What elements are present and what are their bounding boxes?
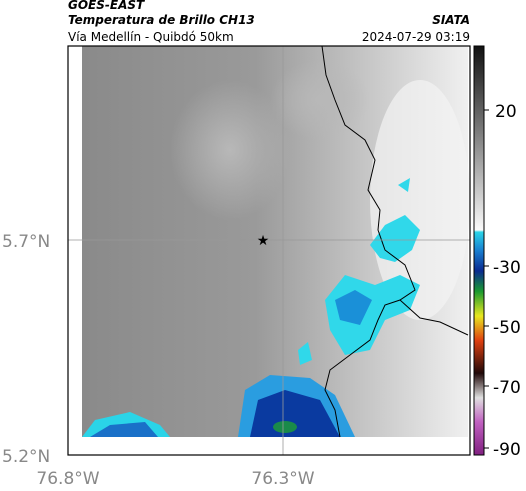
- cold-core: [273, 421, 297, 433]
- cold-cloud: [250, 390, 340, 437]
- lon-label: 76.3°W: [251, 469, 314, 489]
- colorbar-label: -30: [493, 258, 521, 278]
- title: Temperatura de Brillo CH13: [68, 13, 255, 27]
- agency: SIATA: [432, 13, 470, 27]
- lat-label: 5.7°N: [2, 232, 50, 252]
- cold-cloud: [370, 215, 420, 262]
- subtitle: Vía Medellín - Quibdó 50km: [68, 30, 234, 44]
- colorbar-label: -90: [493, 440, 521, 460]
- map-frame: [67, 45, 471, 456]
- cloud: [170, 80, 290, 220]
- colorbar: 20 -30 -50 -70 -90: [473, 45, 521, 460]
- cold-cloud: [90, 422, 158, 437]
- lat-label: 5.2°N: [2, 447, 50, 467]
- timestamp: 2024-07-29 03:19: [362, 30, 470, 44]
- colorbar-scale: [473, 45, 485, 456]
- border: [399, 299, 469, 336]
- location-marker: ★: [257, 233, 270, 249]
- lon-label: 76.8°W: [36, 469, 99, 489]
- colorbar-label: 20: [495, 102, 517, 122]
- cloud: [270, 60, 370, 140]
- source: GOES-EAST: [68, 0, 145, 12]
- colorbar-label: -50: [493, 318, 521, 338]
- cold-cloud: [398, 178, 410, 192]
- border: [321, 45, 416, 438]
- cold-cloud: [298, 342, 312, 365]
- map: ★: [67, 45, 471, 456]
- colorbar-label: -70: [493, 378, 521, 398]
- cold-cloud: [335, 290, 372, 325]
